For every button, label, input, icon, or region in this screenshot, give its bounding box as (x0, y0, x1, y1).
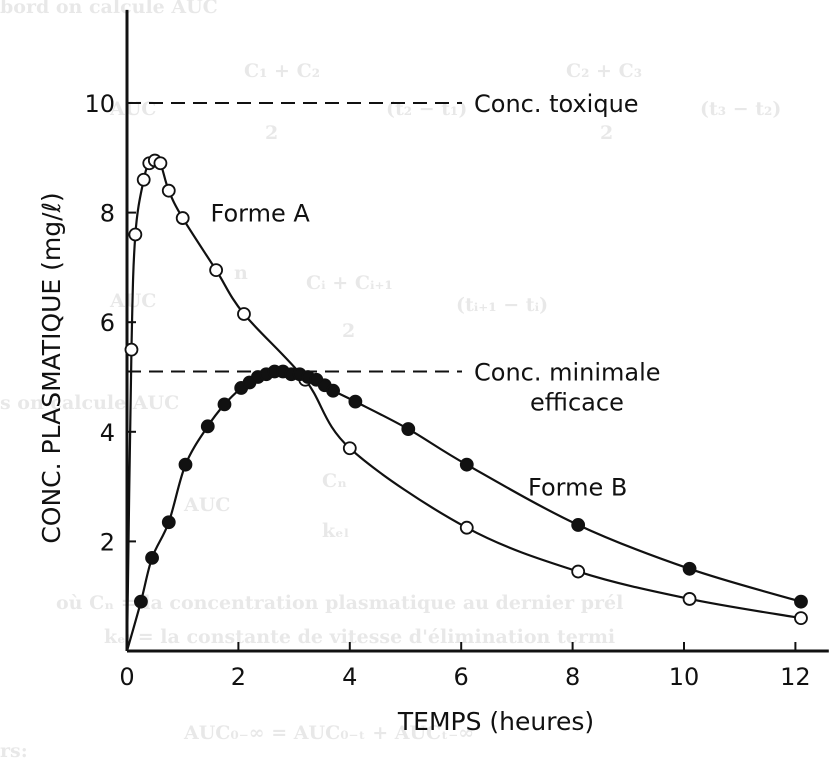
background-text-line: rs: (0, 740, 28, 762)
background-text-line: où Cₙ = la concentration plasmatique au … (56, 592, 624, 614)
data-point-open (342, 441, 357, 456)
y-tick-label: 4 (100, 419, 115, 447)
data-point-filled (326, 383, 340, 398)
y-tick-label: 2 (100, 528, 115, 556)
data-point-filled (571, 518, 586, 532)
series-line (125, 370, 802, 652)
x-tick-label: 10 (669, 663, 700, 691)
data-point-filled (401, 422, 416, 436)
background-text-line: kₑₗ = la constante de vitesse d'éliminat… (104, 626, 616, 648)
data-point-filled (217, 397, 232, 412)
background-text-line: 2 (342, 320, 356, 342)
data-point-open (571, 564, 586, 579)
series-forme-a (124, 153, 808, 652)
axes (125, 9, 829, 653)
data-point-filled (134, 594, 148, 609)
data-point-filled (682, 561, 697, 576)
background-text-line: Cᵢ + Cᵢ₊₁ (306, 272, 393, 294)
data-point-open (153, 156, 168, 171)
x-axis-title: TEMPS (heures) (397, 707, 594, 736)
data-point-open (237, 307, 251, 321)
background-text-line: C₂ + C₃ (566, 60, 643, 82)
x-tick-label: 2 (231, 663, 246, 691)
series-forme-b (125, 364, 808, 652)
y-tick-label: 8 (100, 200, 115, 228)
data-point-open (209, 263, 224, 278)
x-tick-label: 4 (342, 663, 357, 691)
background-text-line: bord on calcule AUC (0, 0, 218, 18)
series-layer (124, 153, 808, 652)
background-text-line: (tᵢ₊₁ − tᵢ) (456, 294, 549, 316)
reference-line-label: Conc. minimale efficace (474, 359, 661, 417)
background-text-line: s on calcule AUC (0, 392, 180, 414)
x-tick-label: 0 (119, 663, 134, 691)
data-point-filled (200, 419, 215, 434)
x-tick-label: 12 (780, 663, 811, 691)
data-point-filled (348, 394, 363, 409)
background-text-line: n (234, 262, 248, 284)
data-point-open (136, 172, 151, 187)
data-point-open (794, 611, 808, 626)
data-point-open (459, 520, 474, 535)
data-point-open (161, 183, 176, 198)
background-text-line: C₁ + C₂ (244, 60, 321, 82)
tick-labels: 0 2 4 6 8 10 12 2 4 6 8 10 (84, 90, 810, 691)
y-tick-label: 10 (84, 90, 115, 118)
background-text-line: 2 (600, 122, 614, 144)
y-axis-title: CONC. PLASMATIQUE (mg/ℓ) (37, 192, 66, 543)
data-point-filled (161, 515, 176, 530)
series-annotation: Forme A (211, 200, 311, 228)
data-point-filled (459, 457, 474, 472)
data-point-open (175, 211, 190, 225)
background-text-line: AUC (184, 494, 231, 516)
x-tick-label: 8 (565, 663, 580, 691)
background-text-line: kₑₗ (322, 520, 350, 542)
data-point-filled (794, 594, 808, 609)
background-text-line: Cₙ (322, 470, 347, 492)
y-tick-label: 6 (100, 309, 115, 337)
background-text-line: 2 (265, 122, 279, 144)
data-point-open (124, 342, 139, 357)
reference-lines: Conc. toxique Conc. minimale efficace (127, 90, 661, 417)
reference-line-label: Conc. toxique (474, 90, 639, 118)
x-tick-label: 6 (454, 663, 469, 691)
data-point-open (682, 592, 697, 606)
series-annotation: Forme B (528, 474, 627, 502)
data-point-filled (145, 550, 159, 565)
data-point-open (128, 227, 143, 242)
background-text-line: (t₃ − t₂) (700, 98, 782, 120)
background-text-line: AUC (110, 98, 157, 120)
data-point-filled (178, 457, 193, 472)
annotations: Forme A Forme B (211, 200, 628, 502)
background-text-line: AUC₀₋∞ = AUC₀₋ₜ + AUCₜ₋∞ (184, 722, 475, 744)
